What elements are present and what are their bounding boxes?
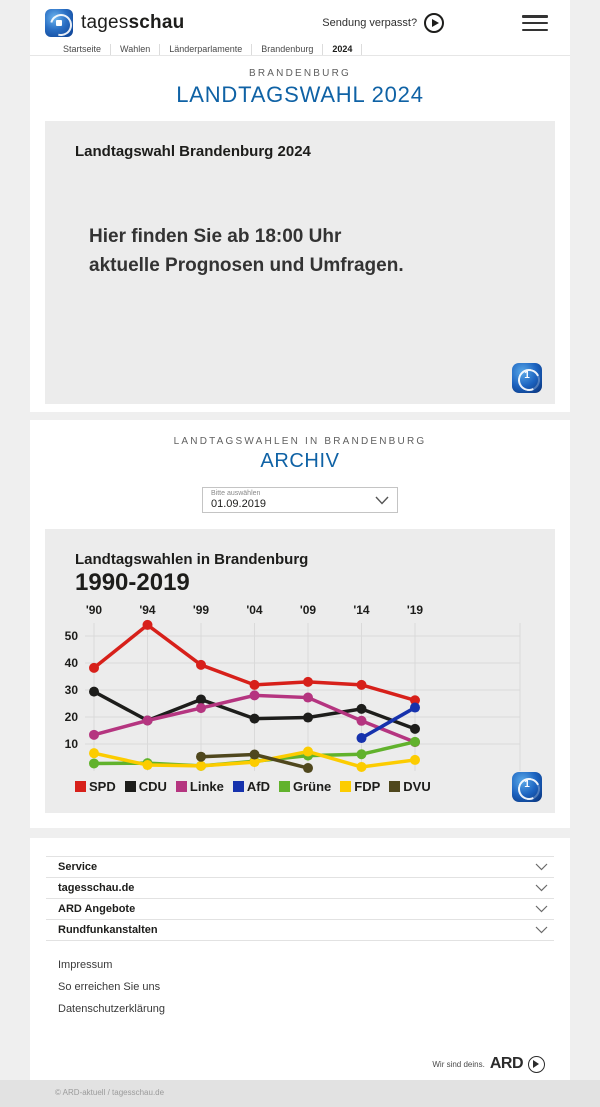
archive-kicker: LANDTAGSWAHLEN IN BRANDENBURG	[173, 436, 427, 447]
brand-wordmark: tagesschau	[81, 12, 185, 33]
chevron-down-icon	[535, 905, 548, 913]
chevron-down-icon	[535, 863, 548, 871]
archive-panel: LANDTAGSWAHLEN IN BRANDENBURG ARCHIV Bit…	[30, 420, 570, 828]
breadcrumb-item-laenderparlamente[interactable]: Länderparlamente	[160, 44, 253, 55]
footer-accordion: Service tagesschau.de ARD Angebote Rundf…	[46, 856, 554, 941]
legend-item-spd: SPD	[75, 779, 116, 794]
link-so-erreichen-sie-uns[interactable]: So erreichen Sie uns	[58, 981, 161, 993]
sendung-verpasst-label: Sendung verpasst?	[322, 17, 418, 29]
svg-text:'14: '14	[353, 603, 370, 617]
link-datenschutzerklaerung[interactable]: Datenschutzerklärung	[58, 1003, 166, 1015]
tagesschau-globe-icon	[45, 9, 73, 37]
svg-text:10: 10	[65, 737, 79, 751]
chart-legend: SPD CDU Linke AfD Grüne FDP DVU	[45, 779, 555, 794]
date-select-value: 01.09.2019	[211, 497, 267, 510]
header: tagesschau Sendung verpasst?	[30, 0, 570, 40]
election-line-chart: 50 40 30 20 10 '90 '94 '99 '04 '09 '14 '19	[65, 603, 521, 774]
breadcrumb-item-startseite[interactable]: Startseite	[54, 44, 112, 55]
legend-item-fdp: FDP	[340, 779, 380, 794]
svg-text:'94: '94	[139, 603, 156, 617]
accordion-item-ard-angebote[interactable]: ARD Angebote	[46, 899, 554, 920]
chart-subtitle: 1990-2019	[75, 569, 190, 596]
legend-swatch	[175, 781, 187, 792]
teaser-box: Landtagswahl Brandenburg 2024 Hier finde…	[45, 121, 555, 404]
page-title: LANDTAGSWAHL 2024	[176, 82, 424, 107]
legend-swatch	[389, 781, 401, 792]
svg-text:30: 30	[65, 683, 79, 697]
hero-panel: tagesschau Sendung verpasst? Startseite …	[30, 0, 570, 412]
chevron-down-icon	[535, 926, 548, 934]
tagesschau-logo-link[interactable]: tagesschau	[45, 9, 184, 37]
ard-globe-icon	[512, 363, 542, 393]
footer-panel: Service tagesschau.de ARD Angebote Rundf…	[30, 838, 570, 1080]
link-impressum[interactable]: Impressum	[58, 959, 113, 971]
legend-swatch	[232, 781, 244, 792]
breadcrumb-item-brandenburg[interactable]: Brandenburg	[252, 44, 324, 55]
ard-one-icon	[528, 1055, 545, 1073]
legend-item-dvu: DVU	[389, 779, 431, 794]
svg-text:'99: '99	[193, 603, 210, 617]
accordion-item-service[interactable]: Service	[46, 857, 554, 878]
accordion-item-tagesschau-de[interactable]: tagesschau.de	[46, 878, 554, 899]
legend-swatch	[340, 781, 352, 792]
chevron-down-icon	[535, 884, 548, 892]
legend-item-afd: AfD	[232, 779, 270, 794]
svg-text:'19: '19	[407, 603, 424, 617]
ard-wordmark: ARD	[489, 1055, 524, 1072]
svg-text:'09: '09	[300, 603, 317, 617]
bottom-strip: © ARD-aktuell / tagesschau.de	[0, 1080, 600, 1107]
breadcrumb-item-2024[interactable]: 2024	[323, 44, 363, 55]
archive-title: ARCHIV	[260, 450, 340, 472]
ard-claim: Wir sind deins. ARD	[432, 1055, 545, 1073]
chevron-down-icon	[375, 496, 389, 505]
svg-text:50: 50	[65, 629, 79, 643]
teaser-text: Hier finden Sie ab 18:00 Uhr aktuelle Pr…	[89, 226, 404, 277]
legend-item-cdu: CDU	[124, 779, 167, 794]
hamburger-menu-icon[interactable]	[521, 15, 548, 31]
sendung-verpasst-link[interactable]: Sendung verpasst?	[262, 13, 445, 33]
footer-links: Impressum So erreichen Sie uns Datenschu…	[46, 954, 554, 1020]
legend-swatch	[278, 781, 290, 792]
svg-text:'04: '04	[246, 603, 263, 617]
archive-chart-box: Landtagswahlen in Brandenburg 1990-2019 …	[45, 529, 555, 813]
ard-claim-text: Wir sind deins.	[432, 1059, 485, 1069]
hero-heading: BRANDENBURG LANDTAGSWAHL 2024	[30, 68, 570, 108]
ard-globe-icon	[512, 772, 542, 802]
legend-swatch	[75, 781, 86, 792]
play-icon[interactable]	[424, 13, 445, 33]
chart-title: Landtagswahlen in Brandenburg	[75, 551, 309, 568]
legend-item-grüne: Grüne	[278, 779, 331, 794]
copyright-text: © ARD-aktuell / tagesschau.de	[55, 1088, 165, 1097]
breadcrumb: Startseite Wahlen Länderparlamente Brand…	[30, 40, 570, 56]
breadcrumb-item-wahlen[interactable]: Wahlen	[111, 44, 161, 55]
date-select-label: Bitte auswählen	[211, 490, 261, 498]
svg-text:40: 40	[65, 656, 79, 670]
teaser-title: Landtagswahl Brandenburg 2024	[75, 143, 311, 160]
legend-swatch	[124, 781, 136, 792]
hero-kicker: BRANDENBURG	[249, 68, 351, 79]
legend-item-linke: Linke	[175, 779, 224, 794]
svg-text:20: 20	[65, 710, 79, 724]
date-select[interactable]: Bitte auswählen 01.09.2019	[202, 487, 398, 513]
svg-text:'90: '90	[86, 603, 103, 617]
accordion-item-rundfunkanstalten[interactable]: Rundfunkanstalten	[46, 920, 554, 941]
